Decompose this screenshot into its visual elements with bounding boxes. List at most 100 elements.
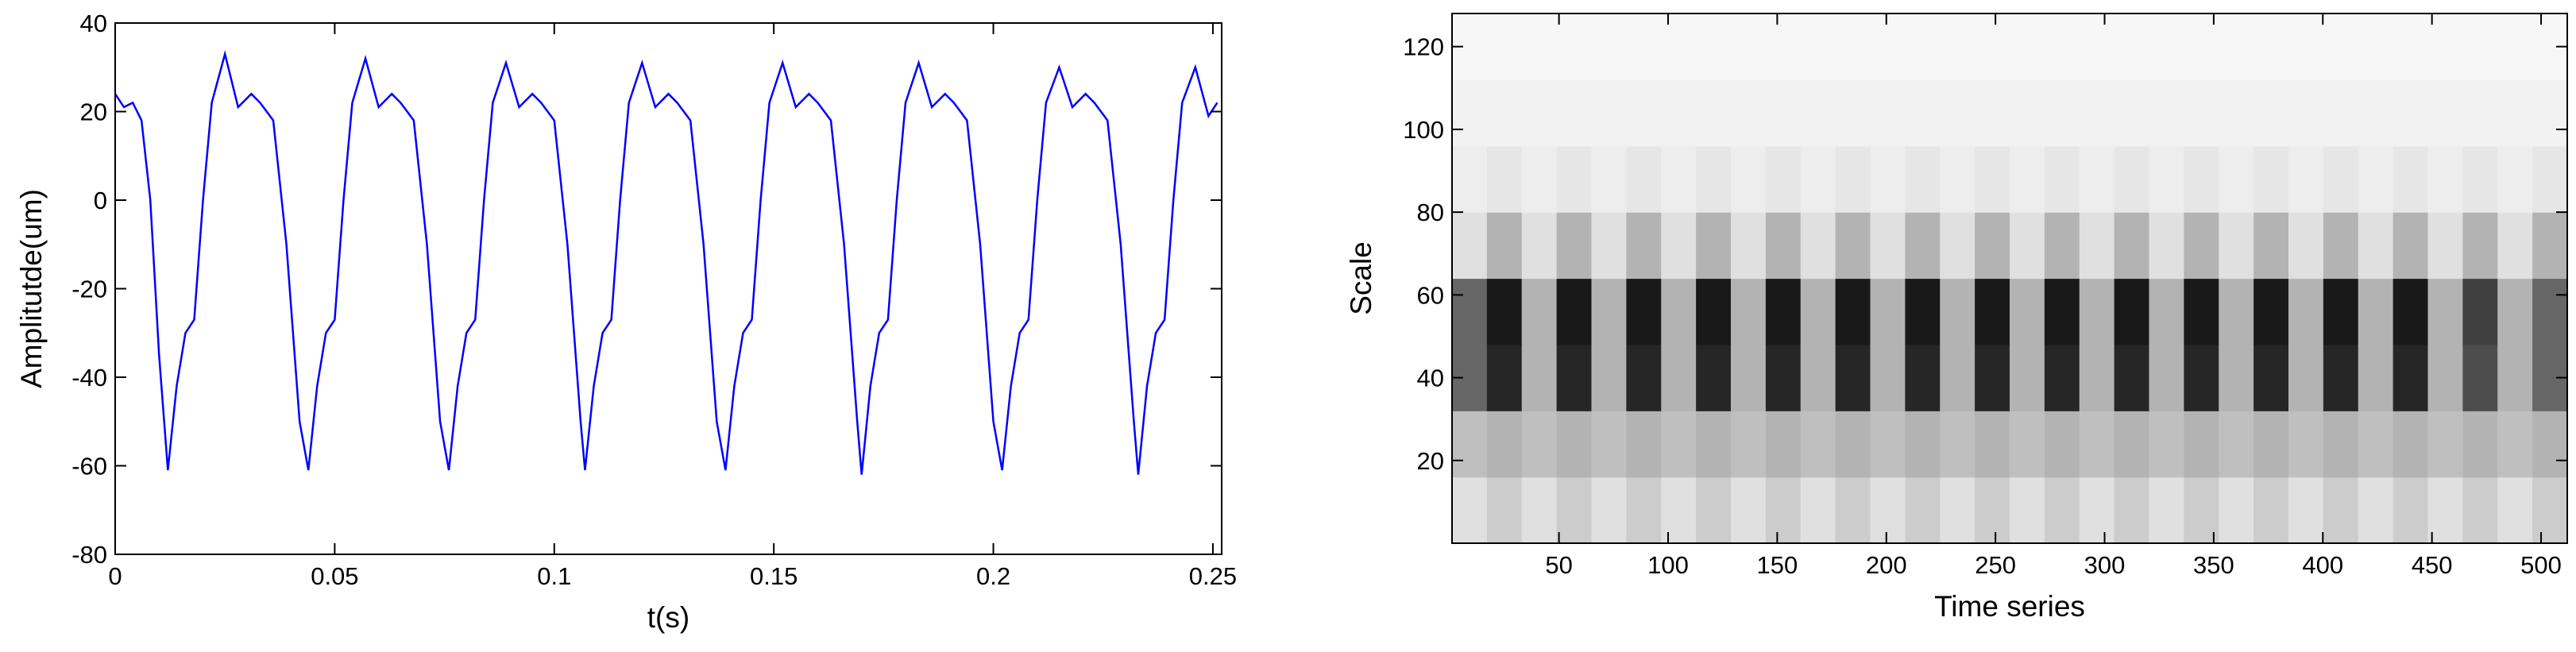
heat-cell xyxy=(2254,278,2289,345)
heat-cell xyxy=(1870,344,1906,411)
heat-cell xyxy=(2184,79,2219,147)
heat-cell xyxy=(2114,411,2150,478)
heat-cell xyxy=(2184,212,2219,280)
heat-cell xyxy=(2184,145,2219,213)
heat-cell xyxy=(2462,212,2498,280)
x-tick-label: 450 xyxy=(2412,551,2453,579)
x-axis-label: Time series xyxy=(1934,590,2085,623)
y-axis-label: Scale xyxy=(1345,241,1377,315)
heat-cell xyxy=(2427,476,2463,544)
heat-cell xyxy=(1626,14,1662,80)
heat-cell xyxy=(2462,278,2498,345)
x-tick-label: 200 xyxy=(1866,551,1907,579)
heat-cell xyxy=(1556,278,1593,345)
heat-cell xyxy=(2254,411,2289,478)
heat-cell xyxy=(2323,278,2359,345)
heat-cell xyxy=(1765,212,1802,280)
heat-cell xyxy=(1975,79,2010,147)
heat-cell xyxy=(1696,476,1732,544)
heat-cell xyxy=(1940,411,1975,478)
heat-cell xyxy=(1975,145,2010,213)
heat-cell xyxy=(2044,212,2080,280)
heat-cell xyxy=(1940,476,1975,544)
heat-cell xyxy=(2044,278,2080,345)
heat-cell xyxy=(2358,411,2394,478)
heat-cell xyxy=(1905,212,1941,280)
heat-cell xyxy=(2497,278,2533,345)
heat-cell xyxy=(1486,145,1523,213)
x-tick-label: 0.1 xyxy=(537,562,571,590)
heat-cell xyxy=(2323,79,2359,147)
x-axis-label: t(s) xyxy=(647,601,689,634)
heat-cell xyxy=(1661,212,1697,280)
x-tick-label: 50 xyxy=(1545,551,1572,579)
heat-cell xyxy=(1835,476,1871,544)
heat-cell xyxy=(2358,278,2394,345)
heat-cell xyxy=(2079,411,2115,478)
heat-cell xyxy=(2044,344,2080,411)
heat-cell xyxy=(1626,79,1662,147)
heat-cell xyxy=(2010,14,2045,80)
heat-cell xyxy=(1591,344,1627,411)
heat-cell xyxy=(1835,411,1871,478)
heat-cell xyxy=(1731,14,1767,80)
heat-cell xyxy=(2323,212,2359,280)
heat-cell xyxy=(1556,411,1593,478)
heat-cell xyxy=(1835,145,1871,213)
heat-cell xyxy=(1661,14,1697,80)
heat-cell xyxy=(2079,145,2115,213)
heat-cell xyxy=(1452,212,1488,280)
heat-cell xyxy=(2114,14,2150,80)
heat-cell xyxy=(1800,145,1836,213)
chart: 50 100 150 200 250 300 350 400 450 500 20 40 60 80 100… xyxy=(1345,13,2568,623)
heat-cell xyxy=(1452,476,1488,544)
heat-cell xyxy=(2149,212,2184,280)
heat-cell xyxy=(2393,411,2429,478)
heat-cell xyxy=(2323,476,2359,544)
heat-cell xyxy=(2219,344,2254,411)
y-tick-label: -60 xyxy=(71,453,107,480)
heat-cell xyxy=(1591,278,1627,345)
heat-cell xyxy=(2532,145,2568,213)
heat-cell xyxy=(1975,278,2010,345)
heat-cell xyxy=(2323,14,2359,80)
heat-cell xyxy=(1591,145,1627,213)
heat-cell xyxy=(2149,14,2184,80)
y-tick-label: -40 xyxy=(71,364,107,392)
heat-cell xyxy=(1905,145,1941,213)
heat-cell xyxy=(2532,212,2568,280)
heat-cell xyxy=(2149,145,2184,213)
heat-cell xyxy=(2288,476,2324,544)
heat-cell xyxy=(2010,411,2045,478)
heat-cell xyxy=(2079,344,2115,411)
heat-cell xyxy=(2219,79,2254,147)
heat-cell xyxy=(1661,278,1697,345)
heat-cell xyxy=(2532,411,2568,478)
heat-cell xyxy=(1731,411,1767,478)
heat-cell xyxy=(2184,278,2219,345)
heat-cell xyxy=(1870,476,1906,544)
heat-cell xyxy=(1661,476,1697,544)
heat-cell xyxy=(2219,212,2254,280)
heat-cell xyxy=(1731,79,1767,147)
heat-cell xyxy=(2044,145,2080,213)
heat-cell xyxy=(2358,79,2394,147)
heat-cell xyxy=(2358,212,2394,280)
heat-cell xyxy=(1870,14,1906,80)
heat-cell xyxy=(1800,79,1836,147)
heat-cell xyxy=(2219,476,2254,544)
heat-cell xyxy=(2532,278,2568,345)
heat-cell xyxy=(1452,79,1488,147)
x-tick-label: 100 xyxy=(1647,551,1689,579)
heat-cell xyxy=(2462,476,2498,544)
heat-cell xyxy=(1870,212,1906,280)
x-tick-label: 0.15 xyxy=(750,562,798,590)
heat-cell xyxy=(2114,145,2150,213)
heat-cell xyxy=(2044,476,2080,544)
heat-cell xyxy=(1486,344,1523,411)
plot-frame xyxy=(1451,13,2568,544)
heat-cell xyxy=(1940,145,1975,213)
heat-cell xyxy=(2254,79,2289,147)
heat-cell xyxy=(2462,344,2498,411)
heat-cell xyxy=(2184,411,2219,478)
